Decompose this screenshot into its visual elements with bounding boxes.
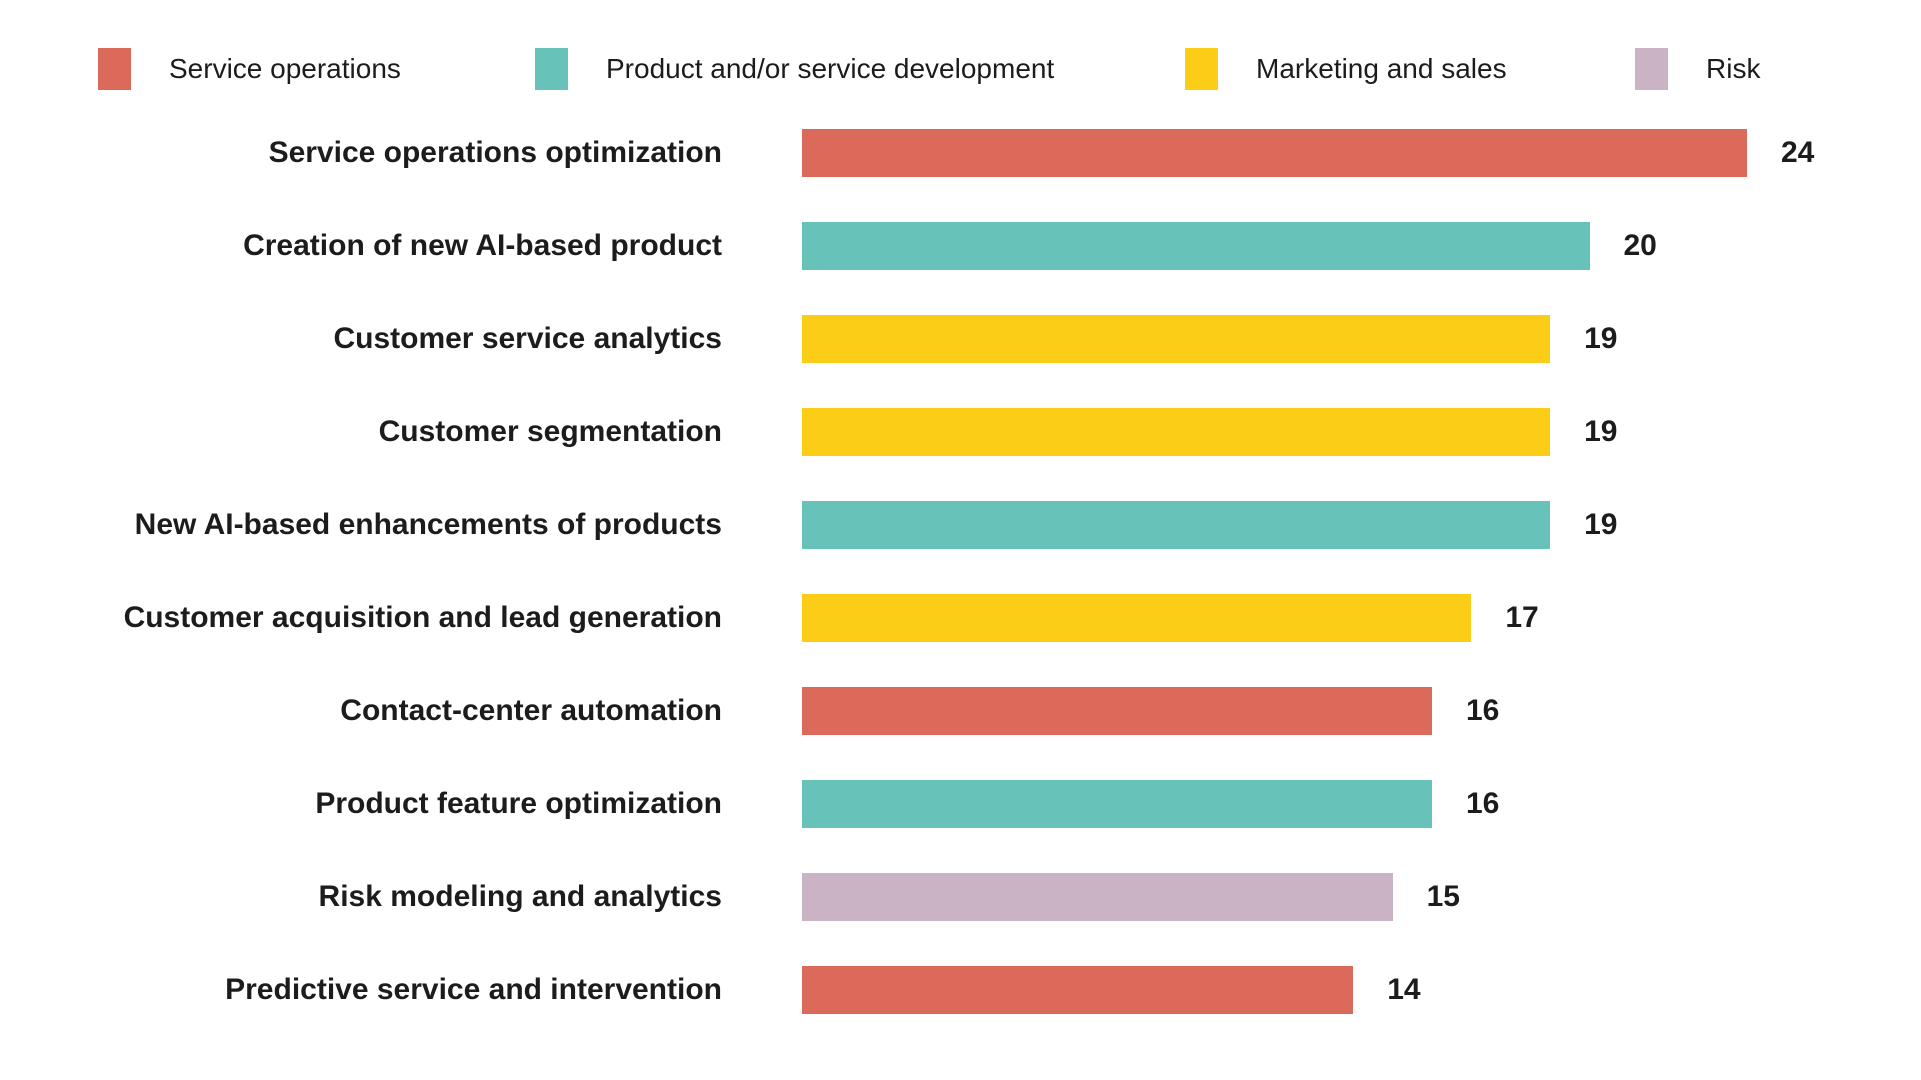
chart-row: Customer acquisition and lead generation… xyxy=(0,571,1921,664)
chart-row: New AI-based enhancements of products 19 xyxy=(0,478,1921,571)
category-label: Customer acquisition and lead generation xyxy=(123,600,722,634)
bar xyxy=(802,686,1432,735)
bar xyxy=(802,407,1551,456)
bar xyxy=(802,314,1551,363)
legend-item: Service operations xyxy=(98,48,535,90)
value-label: 19 xyxy=(1584,507,1618,541)
value-label: 15 xyxy=(1426,879,1460,913)
value-label: 19 xyxy=(1584,414,1618,448)
legend-label: Product and/or service development xyxy=(606,53,1055,84)
category-label: Creation of new AI-based product xyxy=(243,228,722,262)
bar-track: 19 xyxy=(802,314,1747,363)
category-label: New AI-based enhancements of products xyxy=(134,507,722,541)
value-label: 16 xyxy=(1465,693,1500,727)
category-label: Customer segmentation xyxy=(378,414,722,448)
legend-label: Risk xyxy=(1706,53,1761,84)
chart-row: Customer segmentation 19 xyxy=(0,385,1921,478)
bar xyxy=(802,593,1472,642)
bar-track: 15 xyxy=(802,872,1747,921)
bar-chart: Service operations optimization 24 Creatio… xyxy=(0,106,1921,1036)
bar-track: 14 xyxy=(802,965,1747,1014)
legend-swatch xyxy=(98,48,131,90)
value-label: 19 xyxy=(1584,321,1618,355)
category-label: Product feature optimization xyxy=(315,786,722,820)
value-label: 16 xyxy=(1465,786,1500,820)
chart-row: Predictive service and intervention 14 xyxy=(0,943,1921,1036)
bar xyxy=(802,128,1747,177)
category-label: Contact-center automation xyxy=(340,693,722,727)
legend-item: Marketing and sales xyxy=(1185,48,1635,90)
bar-track: 24 xyxy=(802,128,1814,177)
bar-track: 19 xyxy=(802,500,1747,549)
bar-track: 17 xyxy=(802,593,1747,642)
value-label: 17 xyxy=(1505,600,1539,634)
legend-swatch xyxy=(1635,48,1668,90)
chart-row: Product feature optimization 16 xyxy=(0,757,1921,850)
value-label: 14 xyxy=(1387,972,1421,1006)
bar xyxy=(802,500,1551,549)
chart-row: Customer service analytics 19 xyxy=(0,292,1921,385)
legend-item: Product and/or service development xyxy=(535,48,1185,90)
category-label: Service operations optimization xyxy=(268,135,722,169)
value-label: 20 xyxy=(1623,228,1657,262)
bar-track: 19 xyxy=(802,407,1747,456)
legend-item: Risk xyxy=(1635,48,1760,90)
legend-label: Service operations xyxy=(169,53,401,84)
bar xyxy=(802,779,1432,828)
bar-track: 16 xyxy=(802,686,1747,735)
bar-track: 16 xyxy=(802,779,1747,828)
chart-row: Creation of new AI-based product 20 xyxy=(0,199,1921,292)
legend-label: Marketing and sales xyxy=(1256,53,1507,84)
chart-row: Service operations optimization 24 xyxy=(0,106,1921,199)
legend: Service operations Product and/or service… xyxy=(0,0,1921,90)
legend-swatch xyxy=(535,48,568,90)
bar xyxy=(802,221,1590,270)
category-label: Customer service analytics xyxy=(333,321,722,355)
bar xyxy=(802,965,1354,1014)
bar xyxy=(802,872,1393,921)
category-label: Predictive service and intervention xyxy=(225,972,722,1006)
bar-track: 20 xyxy=(802,221,1747,270)
legend-swatch xyxy=(1185,48,1218,90)
value-label: 24 xyxy=(1781,135,1815,169)
category-label: Risk modeling and analytics xyxy=(318,879,722,913)
chart-row: Contact-center automation 16 xyxy=(0,664,1921,757)
chart-row: Risk modeling and analytics 15 xyxy=(0,850,1921,943)
